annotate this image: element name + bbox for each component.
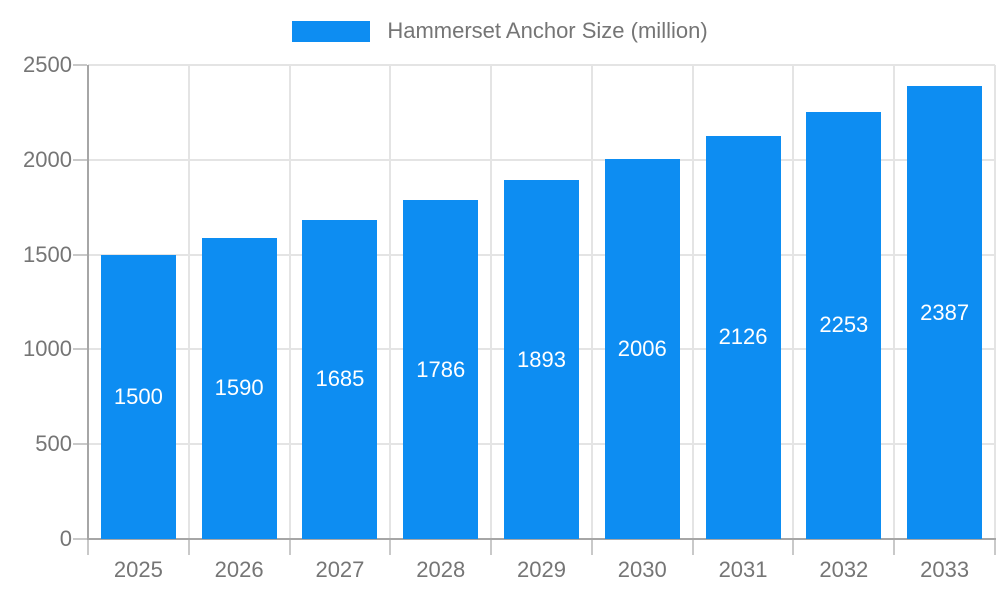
bar-2031[interactable]: 2126: [705, 135, 781, 539]
gridline-horizontal: [88, 158, 995, 161]
gridline-vertical: [389, 65, 392, 539]
gridline-vertical: [994, 65, 996, 539]
bar-value-label: 1893: [517, 346, 566, 372]
y-tick-label: 1500: [23, 241, 72, 267]
y-axis-tick: [73, 253, 87, 256]
bar-value-label: 1500: [113, 383, 163, 409]
bar-2025[interactable]: 1500: [100, 254, 176, 539]
x-tick-label: 2025: [113, 557, 163, 582]
bar-value-label: 1786: [416, 356, 466, 382]
legend[interactable]: Hammerset Anchor Size (million): [0, 18, 1000, 44]
x-tick-label: 2026: [214, 557, 264, 582]
gridline-vertical: [187, 65, 190, 539]
bar-2032[interactable]: 2253: [806, 111, 882, 539]
x-axis-tick: [792, 540, 795, 555]
y-axis-tick: [73, 64, 87, 66]
y-axis-tick: [73, 348, 87, 351]
bar-value-label: 2006: [617, 335, 667, 361]
x-axis-tick: [490, 540, 493, 555]
x-axis-tick: [389, 540, 392, 555]
bar-2027[interactable]: 1685: [302, 219, 378, 539]
x-tick-label: 2027: [315, 557, 365, 582]
x-axis-tick: [187, 540, 190, 555]
bar-value-label: 1685: [315, 366, 365, 392]
x-axis-labels: 2025 2026 2027 2028 2029 2030 2031 2032 2033: [88, 557, 995, 587]
legend-swatch: [292, 20, 371, 42]
x-tick-label: 2028: [416, 557, 466, 582]
bar-2029[interactable]: 1893: [504, 180, 579, 539]
bar-value-label: 2126: [718, 324, 768, 350]
y-tick-label: 1000: [23, 336, 72, 362]
x-tick-label: 2031: [718, 557, 768, 582]
x-tick-label: 2029: [517, 557, 566, 582]
gridline-vertical: [691, 65, 694, 539]
y-axis-line: [87, 65, 89, 539]
y-tick-label: 2500: [23, 52, 72, 77]
y-axis-tick: [73, 443, 87, 446]
gridline-vertical: [893, 65, 896, 539]
bar-2026[interactable]: 1590: [201, 237, 277, 539]
gridline-vertical: [792, 65, 795, 539]
plot-area: 1500 1590 1685 1786 1893 2006 2126 2253 2387: [73, 64, 996, 555]
bar-2033[interactable]: 2387: [907, 86, 983, 539]
bar-value-label: 2253: [819, 312, 869, 338]
gridline-vertical: [490, 65, 493, 539]
x-axis-tick: [691, 540, 694, 555]
y-tick-label: 2000: [23, 146, 72, 172]
x-axis-tick: [893, 540, 896, 555]
x-axis-tick: [288, 540, 291, 555]
y-tick-label: 500: [35, 431, 72, 457]
bar-2030[interactable]: 2006: [604, 158, 680, 539]
x-tick-label: 2032: [819, 557, 869, 582]
gridline-vertical: [590, 65, 593, 539]
x-axis-line: [87, 538, 996, 540]
x-axis-tick: [994, 540, 996, 555]
legend-label: Hammerset Anchor Size (million): [387, 18, 708, 43]
bar-value-label: 1590: [214, 375, 264, 401]
y-axis-tick: [73, 538, 87, 540]
gridline-horizontal: [88, 64, 995, 66]
bar-value-label: 2387: [920, 299, 970, 325]
x-tick-label: 2033: [920, 557, 970, 582]
y-axis-labels: 0 500 1000 1500 2000 2500: [0, 52, 72, 551]
bar-2028[interactable]: 1786: [403, 200, 479, 539]
x-axis-tick: [87, 540, 89, 555]
y-tick-label: 0: [59, 526, 72, 551]
x-tick-label: 2030: [617, 557, 667, 582]
y-axis-tick: [73, 158, 87, 161]
gridline-vertical: [288, 65, 291, 539]
x-axis-tick: [590, 540, 593, 555]
